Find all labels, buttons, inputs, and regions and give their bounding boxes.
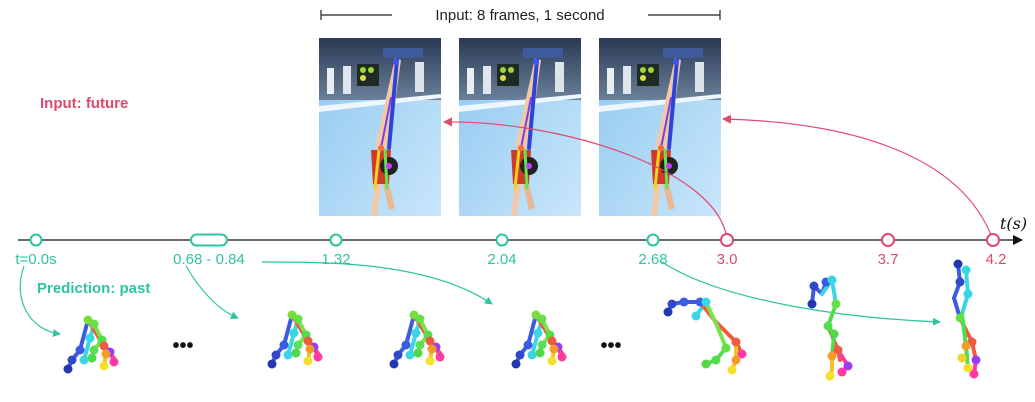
input-frame-3: [597, 36, 723, 218]
tick-marker-t132: [329, 233, 343, 247]
tick-label-t37: 3.7: [878, 251, 899, 268]
past-arrow-3: [261, 261, 493, 305]
tick-label-t204: 2.04: [487, 251, 516, 268]
tick-marker-t068: [190, 233, 228, 247]
tick-marker-t30: [720, 233, 734, 247]
tick-marker-t37: [881, 233, 895, 247]
input-window-bracket: [320, 10, 721, 20]
past-arrow-4: [661, 261, 941, 326]
tick-label-t132: 1.32: [321, 251, 350, 268]
ellipsis-1: •••: [172, 335, 193, 357]
time-axis-label: t(s): [1000, 214, 1027, 233]
tick-marker-t268: [646, 233, 660, 247]
tick-label-t30: 3.0: [717, 251, 738, 268]
predicted-pose-5: [661, 295, 749, 377]
tick-marker-t42: [986, 233, 1000, 247]
ellipsis-2: •••: [600, 335, 621, 357]
predicted-pose-6: [805, 273, 855, 383]
future-arrow-3-0: [443, 117, 728, 241]
past-arrow-1: [19, 265, 61, 338]
predicted-pose-3: [387, 308, 447, 371]
tick-label-t0: t=0.0s: [15, 251, 56, 268]
predicted-pose-2: [265, 308, 325, 371]
prediction-past-label: Prediction: past: [37, 280, 150, 297]
past-arrow-2: [185, 265, 239, 320]
predicted-pose-4: [509, 308, 569, 371]
predicted-pose-1: [61, 313, 121, 376]
tick-label-t068: 0.68 - 0.84: [173, 251, 245, 268]
tick-label-t42: 4.2: [986, 251, 1007, 268]
input-frame-1: [317, 36, 443, 218]
tick-marker-t204: [495, 233, 509, 247]
future-arrow-4-2: [722, 114, 994, 241]
tick-marker-t0: [29, 233, 43, 247]
predicted-pose-7: [951, 257, 983, 381]
input-future-label: Input: future: [40, 95, 128, 112]
input-window-label: Input: 8 frames, 1 second: [435, 7, 604, 24]
tick-label-t268: 2.68: [638, 251, 667, 268]
